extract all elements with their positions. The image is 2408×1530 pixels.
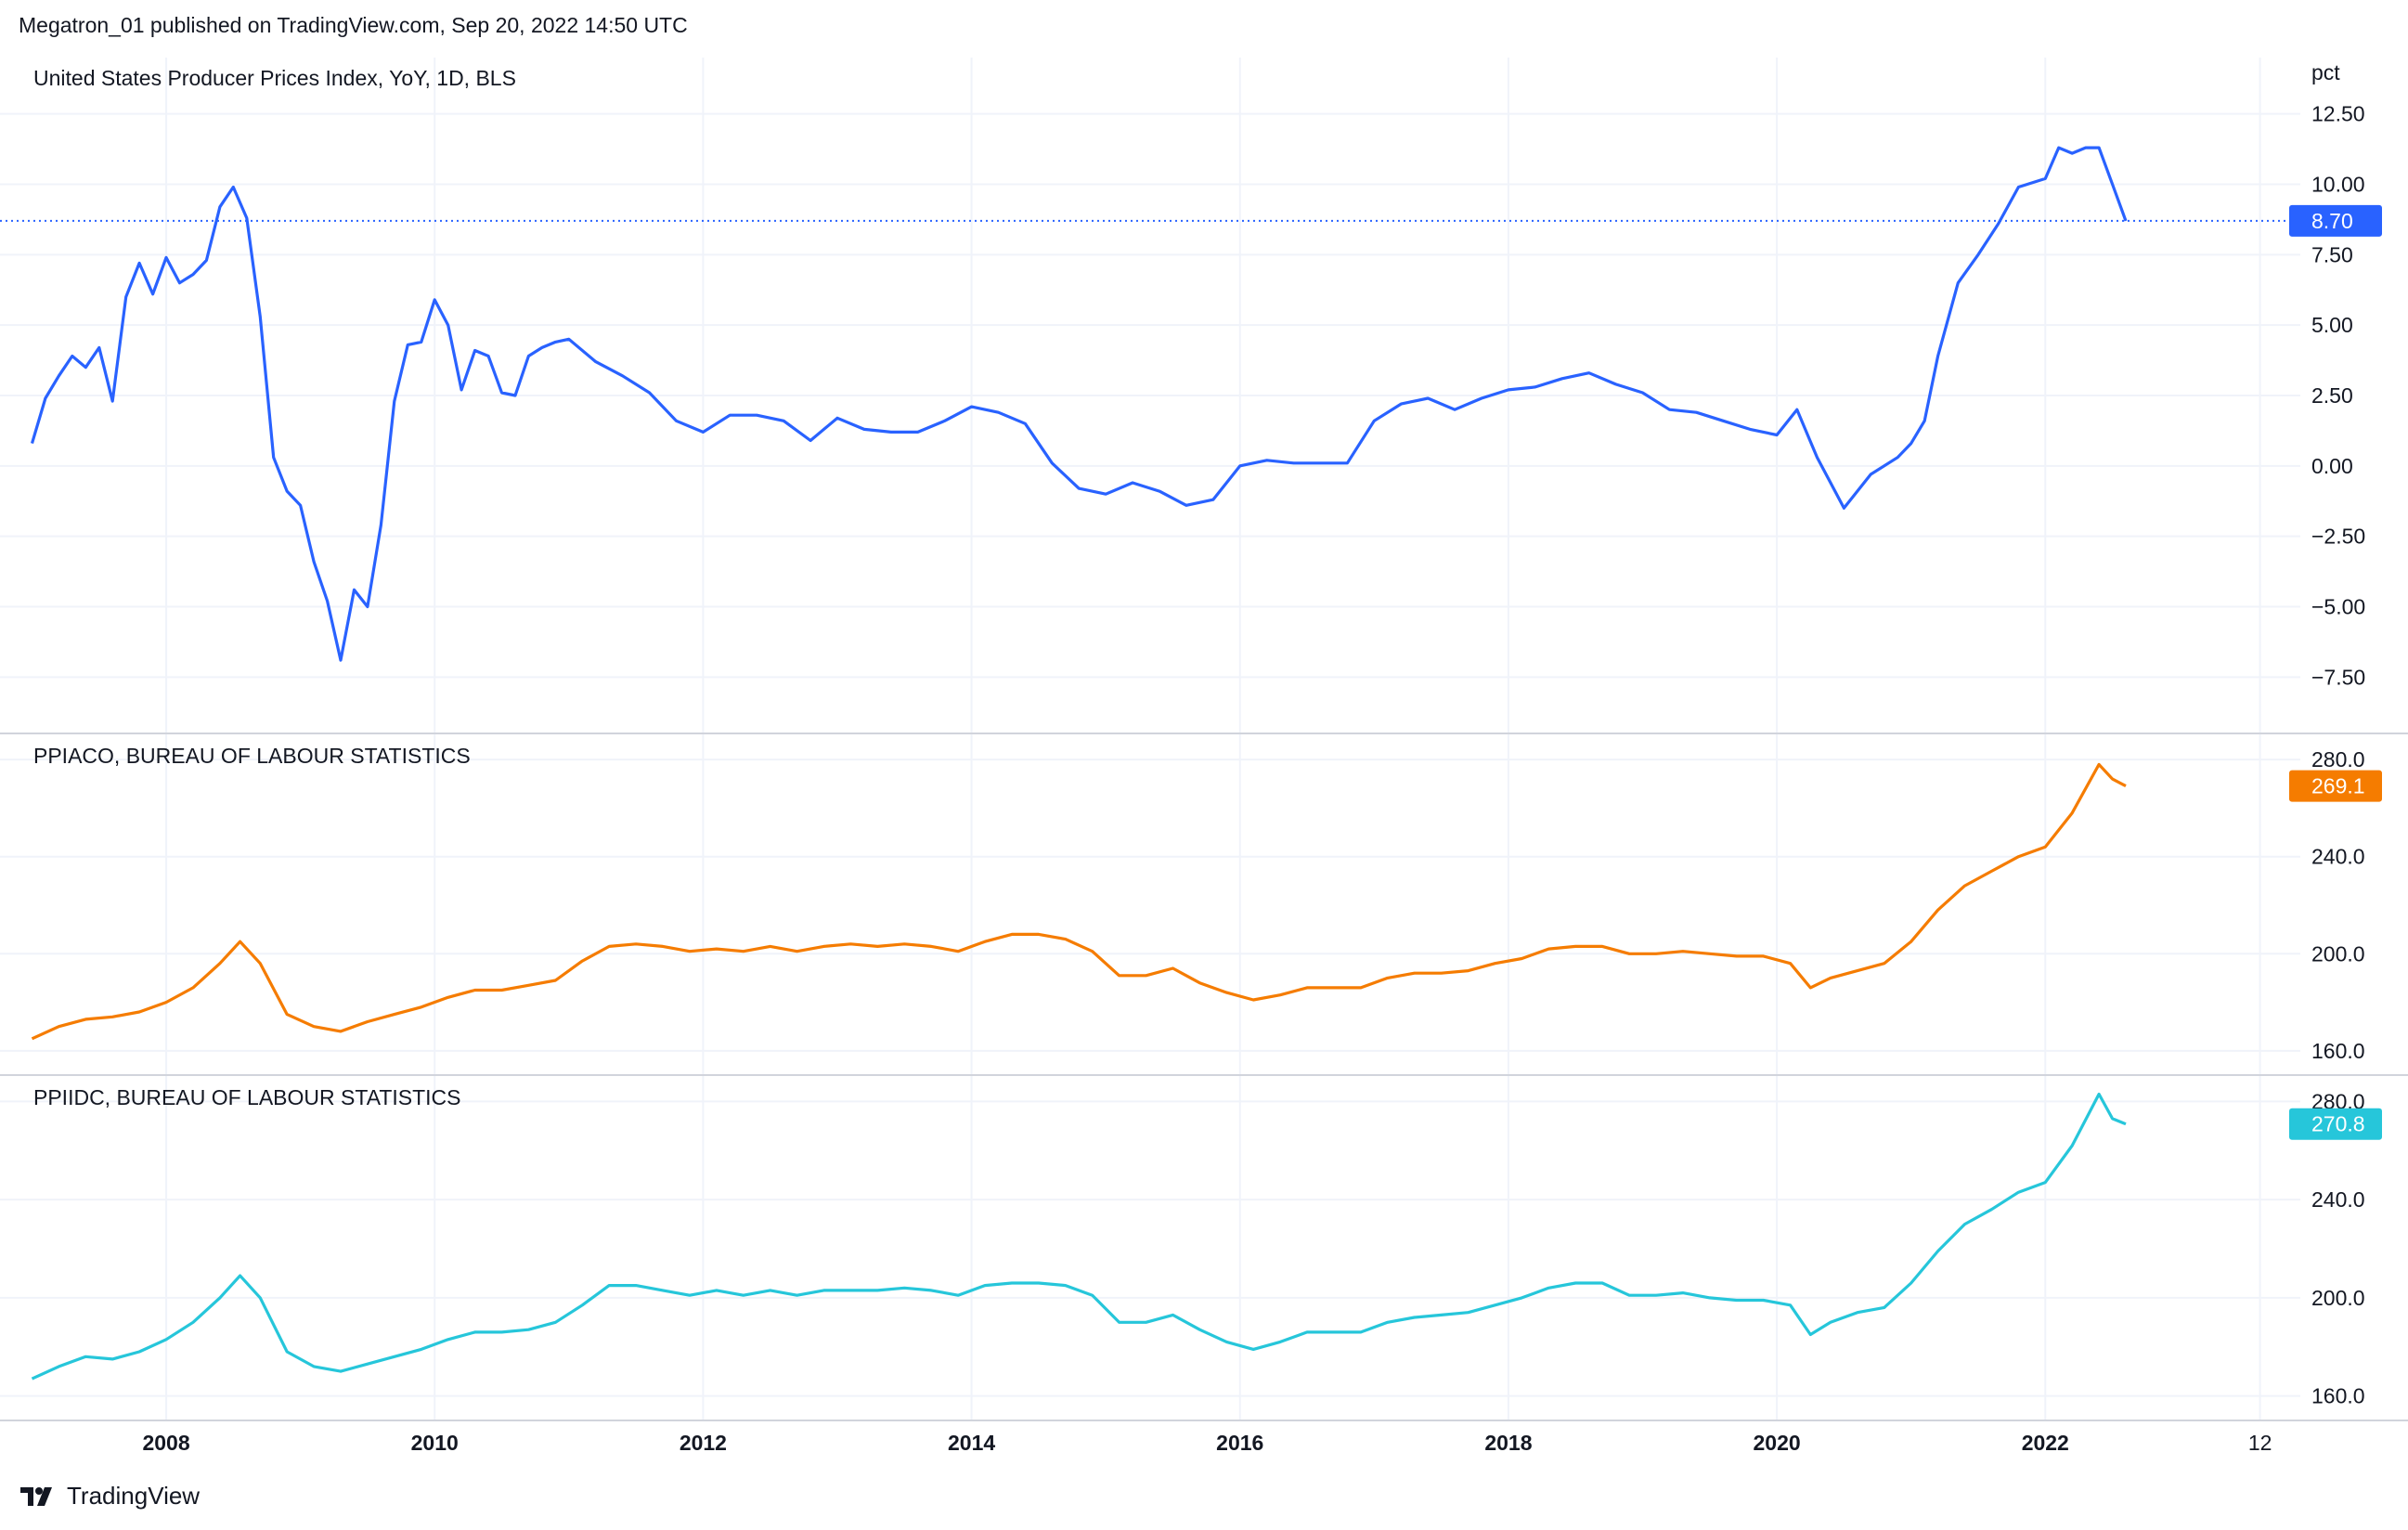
brand-name: TradingView (67, 1482, 201, 1510)
tradingview-branding[interactable]: TradingView (19, 1482, 200, 1511)
y-tick-label: 5.00 (2311, 313, 2353, 337)
date-tick-label: 12 (2248, 1431, 2272, 1455)
y-tick-label: 280.0 (2311, 747, 2365, 771)
last-value-badge (2289, 770, 2382, 802)
y-tick-label: 10.00 (2311, 173, 2365, 197)
date-tick-label: 2014 (948, 1431, 995, 1455)
last-value-badge (2289, 1108, 2382, 1140)
pane-title: PPIACO, BUREAU OF LABOUR STATISTICS (33, 744, 471, 768)
y-tick-label: −2.50 (2311, 525, 2365, 549)
grid-layer (0, 58, 2300, 1420)
series-layer (0, 146, 2300, 1381)
date-tick-label: 2020 (1754, 1431, 1801, 1455)
series-line[interactable] (30, 146, 2128, 662)
y-tick-label: 200.0 (2311, 941, 2365, 966)
date-tick-label: 2008 (142, 1431, 189, 1455)
date-tick-label: 2012 (680, 1431, 727, 1455)
y-tick-label: 200.0 (2311, 1286, 2365, 1310)
y-tick-label: 2.50 (2311, 383, 2353, 408)
y-tick-label: 7.50 (2311, 242, 2353, 266)
last-value-label: 8.70 (2311, 209, 2353, 233)
y-tick-label: −7.50 (2311, 665, 2365, 689)
last-value-badge (2289, 204, 2382, 237)
last-value-label: 269.1 (2311, 774, 2365, 798)
y-tick-label: 0.00 (2311, 454, 2353, 478)
pane-separators (0, 733, 2408, 1421)
date-tick-label: 2018 (1484, 1431, 1532, 1455)
date-tick-label: 2022 (2022, 1431, 2069, 1455)
series-line[interactable] (31, 762, 2127, 1041)
date-tick-label: 2010 (411, 1431, 459, 1455)
price-axes: 12.50 10.00 7.50 5.00 2.50 0.00 −2.50 −5.00 −7.5… (2289, 60, 2382, 1408)
y-axis-unit: pct (2311, 60, 2340, 84)
y-tick-label: 240.0 (2311, 1187, 2365, 1212)
date-tick-label: 2016 (1216, 1431, 1263, 1455)
pane-titles: United States Producer Prices Index, YoY… (33, 66, 516, 1109)
date-axis: 2008 2010 2012 2014 2016 2018 2020 2022 12 (142, 1431, 2272, 1455)
series-line[interactable] (31, 1092, 2127, 1381)
pane-title: PPIIDC, BUREAU OF LABOUR STATISTICS (33, 1085, 461, 1109)
publish-info: Megatron_01 published on TradingView.com… (19, 13, 688, 37)
y-tick-label: 160.0 (2311, 1384, 2365, 1408)
y-tick-label: 12.50 (2311, 102, 2365, 126)
tradingview-logo-icon (20, 1486, 52, 1506)
pane-title: United States Producer Prices Index, YoY… (33, 66, 516, 90)
y-tick-label: 160.0 (2311, 1039, 2365, 1063)
y-tick-label: −5.00 (2311, 595, 2365, 619)
last-value-label: 270.8 (2311, 1112, 2365, 1136)
y-tick-label: 240.0 (2311, 845, 2365, 869)
